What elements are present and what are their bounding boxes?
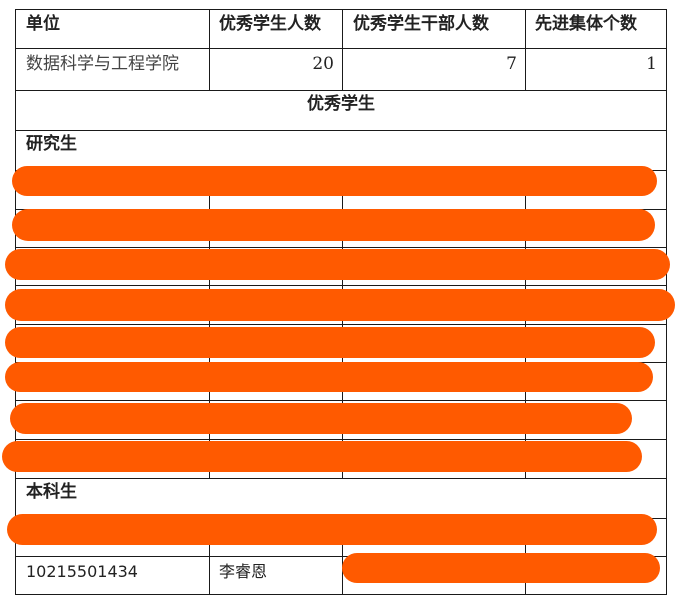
- redaction-mark: [5, 289, 675, 321]
- row-border: [15, 439, 667, 440]
- row-border: [15, 478, 667, 479]
- column-border: [342, 518, 343, 595]
- column-border: [209, 518, 210, 595]
- redaction-mark: [342, 553, 660, 583]
- excellent-cadres-count: 7: [506, 54, 517, 74]
- redaction-mark: [5, 327, 655, 358]
- row-border: [15, 130, 667, 131]
- column-border: [525, 170, 526, 478]
- column-border: [342, 9, 343, 90]
- redaction-mark: [5, 362, 653, 392]
- row-border: [15, 247, 667, 248]
- row-border: [15, 324, 667, 325]
- header-excellent-cadres: 优秀学生干部人数: [353, 14, 489, 34]
- redaction-mark: [10, 403, 632, 434]
- unit-name: 数据科学与工程学院: [26, 54, 179, 74]
- redaction-mark: [12, 166, 657, 196]
- row-border: [15, 90, 667, 91]
- column-border: [209, 170, 210, 478]
- advanced-groups-count: 1: [646, 54, 657, 74]
- graduate-label: 研究生: [26, 134, 77, 154]
- row-border: [15, 48, 667, 49]
- undergrad-label: 本科生: [26, 482, 77, 502]
- student-id: 10215501434: [26, 562, 138, 581]
- header-excellent-students: 优秀学生人数: [219, 14, 321, 34]
- excellent-students-count: 20: [312, 54, 334, 74]
- row-border: [15, 9, 667, 10]
- row-border: [15, 400, 667, 401]
- student-name: 李睿恩: [219, 562, 268, 581]
- redaction-mark: [2, 441, 642, 472]
- header-unit: 单位: [26, 14, 60, 34]
- row-border: [15, 285, 667, 286]
- column-border: [342, 170, 343, 478]
- column-border: [209, 9, 210, 90]
- row-border: [15, 556, 667, 557]
- column-border: [525, 9, 526, 90]
- redaction-mark: [12, 209, 655, 241]
- section-title: 优秀学生: [307, 94, 375, 114]
- redaction-mark: [5, 249, 670, 280]
- redaction-mark: [7, 514, 657, 545]
- header-advanced-groups: 先进集体个数: [535, 14, 637, 34]
